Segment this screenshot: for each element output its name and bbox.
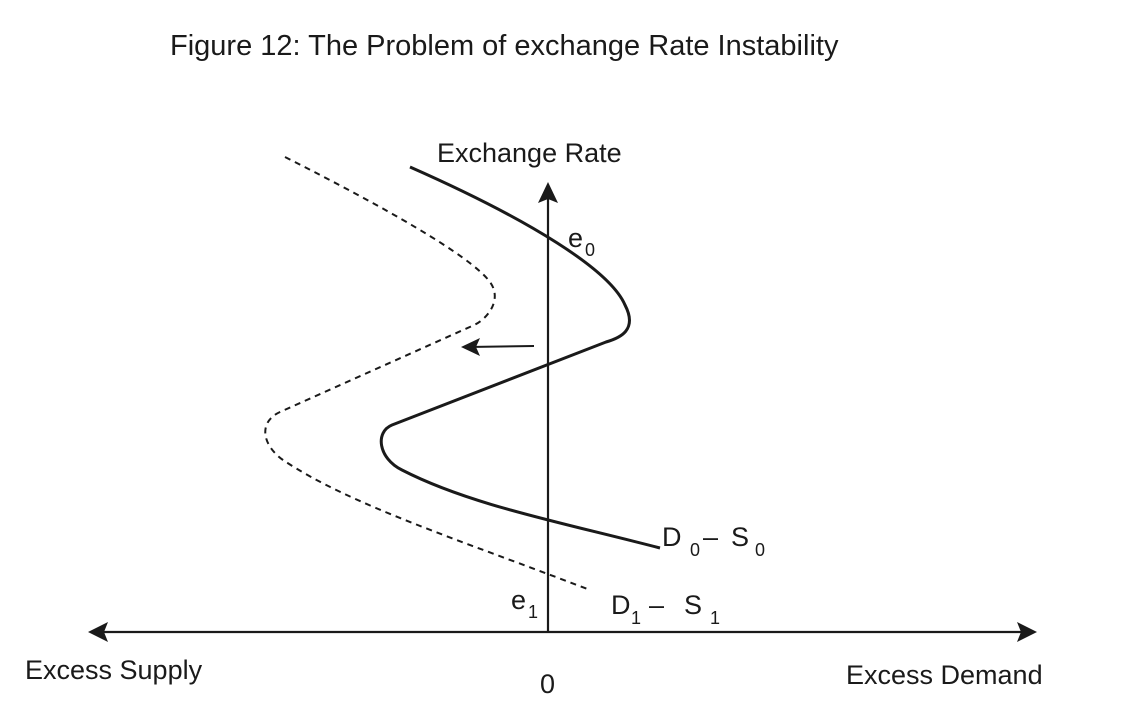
- figure-title: Figure 12: The Problem of exchange Rate …: [170, 30, 839, 62]
- e1-label: e: [511, 585, 526, 615]
- x-axis-right-arrowhead: [1017, 622, 1037, 642]
- origin-label: 0: [540, 669, 555, 699]
- y-axis-arrowhead: [538, 182, 558, 203]
- d1-s1-curve: [264, 156, 591, 591]
- e1-subscript: 1: [528, 602, 538, 622]
- y-axis-label: Exchange Rate: [437, 138, 622, 168]
- shift-arrow: [467, 345, 535, 348]
- shift-arrowhead: [461, 338, 480, 356]
- d1-s1-label-d-sub: 1: [631, 608, 641, 628]
- e0-subscript: 0: [585, 240, 595, 260]
- d1-s1-label-s-sub: 1: [710, 608, 720, 628]
- x-axis-left-arrowhead: [88, 622, 108, 642]
- d0-s0-label-dash: –: [703, 522, 718, 552]
- x-axis-left-label: Excess Supply: [25, 655, 203, 685]
- d0-s0-label-s-sub: 0: [755, 540, 765, 560]
- x-axis-right-label: Excess Demand: [846, 660, 1043, 690]
- d0-s0-curve: [379, 165, 661, 550]
- e0-label: e: [568, 223, 583, 253]
- d1-s1-label-d: D: [611, 590, 631, 620]
- d1-s1-label-dash: –: [649, 590, 664, 620]
- d0-s0-label-d-sub: 0: [690, 540, 700, 560]
- d1-s1-label-s: S: [684, 590, 702, 620]
- d0-s0-label-d: D: [662, 522, 682, 552]
- d0-s0-label-s: S: [731, 522, 749, 552]
